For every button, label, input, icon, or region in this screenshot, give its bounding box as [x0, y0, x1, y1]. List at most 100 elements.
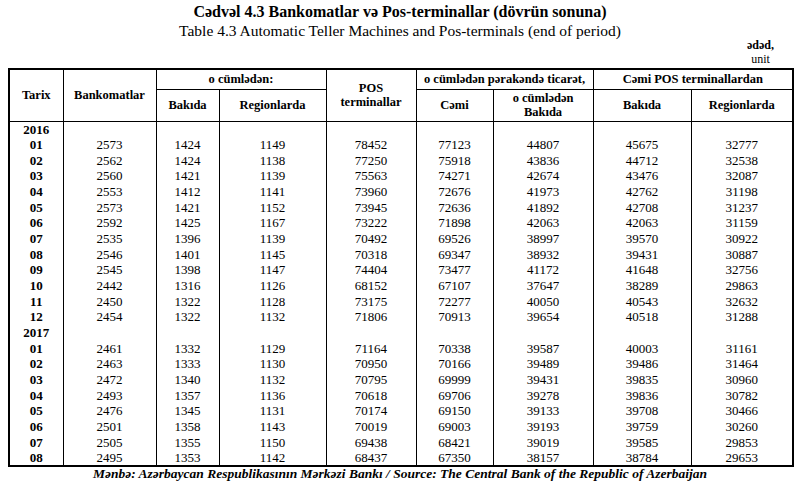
table-row: 052476134511317017469150391333970830466 [9, 403, 793, 419]
month-label: 06 [9, 215, 63, 231]
data-cell: 2461 [63, 340, 156, 356]
data-cell: 2535 [63, 231, 156, 247]
data-cell: 1401 [156, 246, 219, 262]
data-cell: 1322 [156, 309, 219, 325]
data-cell: 44807 [493, 137, 593, 153]
header-group-row: Tarix Bankomatlar o cümlədən: POS termin… [9, 69, 793, 89]
data-cell: 70618 [326, 387, 416, 403]
empty-cell [691, 325, 793, 341]
data-cell: 74404 [326, 262, 416, 278]
data-cell: 71164 [326, 340, 416, 356]
data-cell: 39019 [493, 434, 593, 450]
data-cell: 70492 [326, 231, 416, 247]
data-cell: 70795 [326, 372, 416, 388]
data-cell: 1143 [219, 419, 326, 435]
data-cell: 39585 [593, 434, 691, 450]
data-cell: 40050 [493, 293, 593, 309]
data-cell: 1129 [219, 340, 326, 356]
data-cell: 2560 [63, 168, 156, 184]
data-cell: 1412 [156, 184, 219, 200]
data-cell: 71806 [326, 309, 416, 325]
data-cell: 69526 [416, 231, 493, 247]
col-header-o-cumleden-bakida: o cümlədən Bakıda [493, 89, 593, 121]
data-cell: 30922 [691, 231, 793, 247]
table-row: 062501135811437001969003391933975930260 [9, 419, 793, 435]
table-row: 092545139811477440473477411724164832756 [9, 262, 793, 278]
empty-cell [493, 121, 593, 137]
data-cell: 1167 [219, 215, 326, 231]
col-header-tarix: Tarix [9, 69, 63, 121]
data-cell: 1424 [156, 137, 219, 153]
table-body: 2016012573142411497845277123448074567532… [9, 121, 793, 466]
data-cell: 29863 [691, 278, 793, 294]
month-label: 03 [9, 372, 63, 388]
data-cell: 32632 [691, 293, 793, 309]
data-cell: 1316 [156, 278, 219, 294]
data-cell: 73222 [326, 215, 416, 231]
year-label: 2017 [9, 325, 63, 341]
col-group-perakende-ticaret: o cümlədən pərakəndə ticarət, [416, 69, 593, 89]
data-cell: 1152 [219, 199, 326, 215]
data-cell: 2592 [63, 215, 156, 231]
data-cell: 72676 [416, 184, 493, 200]
data-cell: 44712 [593, 152, 691, 168]
data-cell: 2454 [63, 309, 156, 325]
data-cell: 2442 [63, 278, 156, 294]
data-cell: 69150 [416, 403, 493, 419]
month-label: 07 [9, 434, 63, 450]
month-label: 06 [9, 419, 63, 435]
data-cell: 39835 [593, 372, 691, 388]
data-cell: 45675 [593, 137, 691, 153]
empty-cell [156, 121, 219, 137]
month-label: 10 [9, 278, 63, 294]
month-label: 03 [9, 168, 63, 184]
empty-cell [416, 325, 493, 341]
col-header-pos-regionlarda: Regionlarda [691, 89, 793, 121]
data-cell: 32777 [691, 137, 793, 153]
data-cell: 1424 [156, 152, 219, 168]
data-cell: 1345 [156, 403, 219, 419]
data-cell: 39489 [493, 356, 593, 372]
data-cell: 42063 [593, 215, 691, 231]
data-cell: 39193 [493, 419, 593, 435]
data-cell: 69999 [416, 372, 493, 388]
empty-cell [156, 325, 219, 341]
month-label: 05 [9, 199, 63, 215]
data-cell: 32538 [691, 152, 793, 168]
data-cell: 69003 [416, 419, 493, 435]
data-cell: 31464 [691, 356, 793, 372]
month-label: 11 [9, 293, 63, 309]
data-cell: 43476 [593, 168, 691, 184]
data-cell: 38157 [493, 450, 593, 466]
year-label: 2016 [9, 121, 63, 137]
data-cell: 1136 [219, 387, 326, 403]
col-header-regionlarda: Regionlarda [219, 89, 326, 121]
table-row: 022562142411387725075918438364471232538 [9, 152, 793, 168]
data-cell: 72636 [416, 199, 493, 215]
data-cell: 2476 [63, 403, 156, 419]
data-cell: 39587 [493, 340, 593, 356]
data-cell: 1132 [219, 309, 326, 325]
data-cell: 1138 [219, 152, 326, 168]
data-cell: 70913 [416, 309, 493, 325]
data-cell: 38289 [593, 278, 691, 294]
source-note: Mənbə: Azərbaycan Respublikasının Mərkəz… [0, 466, 800, 482]
data-cell: 31288 [691, 309, 793, 325]
month-label: 04 [9, 387, 63, 403]
data-cell: 1340 [156, 372, 219, 388]
month-label: 02 [9, 356, 63, 372]
table-row: 072535139611397049269526389973957030922 [9, 231, 793, 247]
data-cell: 1139 [219, 168, 326, 184]
data-cell: 42674 [493, 168, 593, 184]
data-cell: 30960 [691, 372, 793, 388]
data-cell: 30260 [691, 419, 793, 435]
data-cell: 68437 [326, 450, 416, 466]
data-cell: 70019 [326, 419, 416, 435]
data-cell: 29853 [691, 434, 793, 450]
table-row: 102442131611266815267107376473828929863 [9, 278, 793, 294]
data-cell: 1425 [156, 215, 219, 231]
data-cell: 40518 [593, 309, 691, 325]
data-cell: 29653 [691, 450, 793, 466]
data-cell: 71898 [416, 215, 493, 231]
data-cell: 73175 [326, 293, 416, 309]
